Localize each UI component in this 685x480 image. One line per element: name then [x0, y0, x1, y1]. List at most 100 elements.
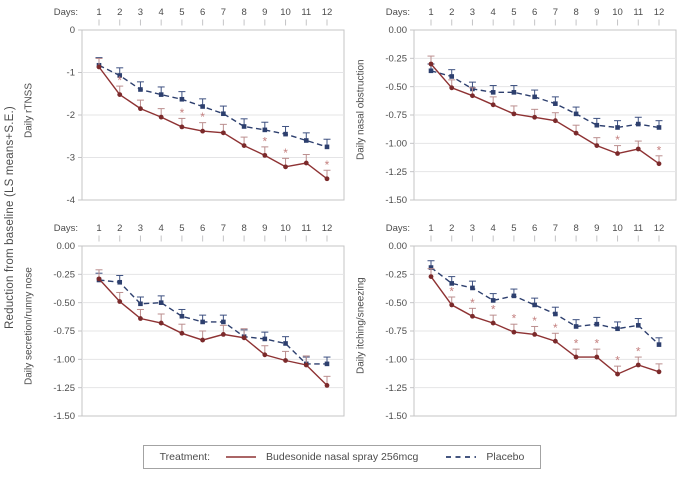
budesonide-marker [262, 352, 268, 358]
budesonide-marker [656, 161, 662, 167]
plot-daily-secretion-runny-nose: 0.00 -0.25 -0.50 -0.75 -1.00 -1.25 -1.50 Days: 1… [53, 223, 345, 422]
budesonide-line [98, 66, 328, 180]
placebo-marker [158, 92, 164, 97]
day-tick-label: 7 [221, 7, 226, 18]
day-tick-label: 5 [511, 7, 516, 18]
budesonide-marker [179, 330, 185, 336]
placebo-marker [635, 323, 641, 328]
day-tick-label: 2 [117, 223, 122, 234]
y-tick-label: -0.25 [53, 270, 75, 281]
budesonide-marker [594, 143, 600, 149]
shared-y-axis-label: Reduction from baseline (LS means+S.E.) [4, 106, 16, 330]
budesonide-marker [117, 92, 123, 97]
significance-asterisk: * [180, 106, 185, 120]
placebo-marker [470, 285, 475, 291]
placebo-marker [553, 311, 558, 317]
y-tick-label: -0.25 [385, 270, 407, 281]
placebo-marker [138, 301, 143, 307]
placebo-marker [324, 361, 330, 367]
budesonide-marker [594, 354, 600, 360]
placebo-marker [283, 341, 288, 346]
day-tick-label: 5 [179, 223, 184, 234]
panel-daily-rtnss: Daily rTNSS 0 -1 -2 -3 -4 Days: 1 2 3 4 5 6 7 8 9 10 11 1… [20, 2, 352, 218]
budesonide-marker [449, 85, 455, 91]
day-tick-label: 6 [532, 7, 537, 18]
y-tick-label: 0.00 [389, 241, 408, 252]
placebo-line [98, 279, 327, 365]
placebo-marker [117, 73, 123, 78]
days-axis-label: Days: [54, 223, 78, 234]
placebo-marker [179, 313, 185, 319]
day-tick-label: 2 [117, 7, 122, 18]
budesonide-marker [470, 313, 475, 319]
day-tick-label: 8 [573, 7, 578, 18]
days-axis-label: Days: [386, 7, 410, 18]
budesonide-marker [220, 332, 226, 337]
y-tick-label: -4 [67, 195, 75, 206]
placebo-marker [511, 90, 517, 95]
day-tick-label: 9 [594, 7, 599, 18]
day-tick-label: 2 [449, 7, 454, 18]
budesonide-marker [511, 111, 517, 117]
y-tick-label: -1.50 [385, 411, 407, 422]
y-tick-label: 0.00 [389, 25, 408, 36]
budesonide-marker [283, 358, 288, 363]
significance-asterisk: * [657, 143, 662, 157]
day-tick-label: 1 [428, 7, 433, 18]
placebo-marker [594, 321, 600, 327]
legend: Treatment: Budesonide nasal spray 256mcg… [142, 445, 542, 469]
significance-asterisk: * [449, 285, 454, 299]
day-tick-label: 9 [594, 223, 599, 234]
days-axis-label: Days: [54, 7, 78, 18]
y-tick-label: -0.75 [385, 326, 407, 337]
placebo-marker [262, 336, 268, 342]
budesonide-marker [490, 320, 496, 326]
placebo-marker [594, 122, 600, 128]
day-tick-label: 8 [573, 223, 578, 234]
budesonide-marker [96, 276, 102, 282]
day-tick-label: 12 [654, 223, 665, 234]
budesonide-line [98, 278, 328, 386]
placebo-marker [615, 326, 620, 332]
budesonide-marker [303, 362, 309, 368]
budesonide-marker [449, 302, 455, 308]
budesonide-marker [158, 114, 164, 120]
budesonide-marker [138, 316, 143, 321]
y-tick-label: -0.50 [385, 82, 407, 93]
day-tick-label: 12 [322, 7, 333, 18]
placebo-marker [221, 319, 226, 325]
placebo-marker [200, 319, 205, 325]
day-tick-label: 11 [301, 223, 311, 234]
budesonide-marker [283, 164, 288, 170]
y-tick-label: -0.50 [385, 298, 407, 309]
budesonide-marker [179, 124, 185, 130]
placebo-line [430, 266, 660, 346]
day-tick-label: 12 [654, 7, 665, 18]
placebo-line [98, 64, 328, 148]
placebo-marker [283, 131, 288, 137]
placebo-marker [179, 96, 185, 102]
placebo-marker [490, 298, 496, 303]
budesonide-line [430, 276, 660, 375]
significance-asterisk: * [491, 303, 496, 317]
y-tick-label: -0.75 [385, 110, 407, 121]
budesonide-marker [241, 335, 247, 341]
day-tick-label: 10 [612, 7, 623, 18]
significance-asterisk: * [615, 133, 620, 147]
day-tick-label: 10 [280, 223, 291, 234]
day-tick-label: 10 [280, 7, 291, 18]
significance-asterisk: * [553, 321, 558, 335]
days-axis-label: Days: [386, 223, 410, 234]
budesonide-marker [428, 61, 434, 67]
placebo-dashed-line-sample-icon [446, 456, 477, 458]
budesonide-marker [656, 369, 662, 375]
placebo-line [430, 70, 660, 129]
significance-asterisk: * [117, 74, 122, 88]
significance-asterisk: * [615, 354, 620, 368]
budesonide-line-sample-icon [226, 456, 257, 458]
day-tick-label: 10 [612, 223, 623, 234]
day-tick-label: 8 [241, 223, 246, 234]
budesonide-marker [96, 64, 102, 70]
day-tick-label: 6 [532, 223, 537, 234]
